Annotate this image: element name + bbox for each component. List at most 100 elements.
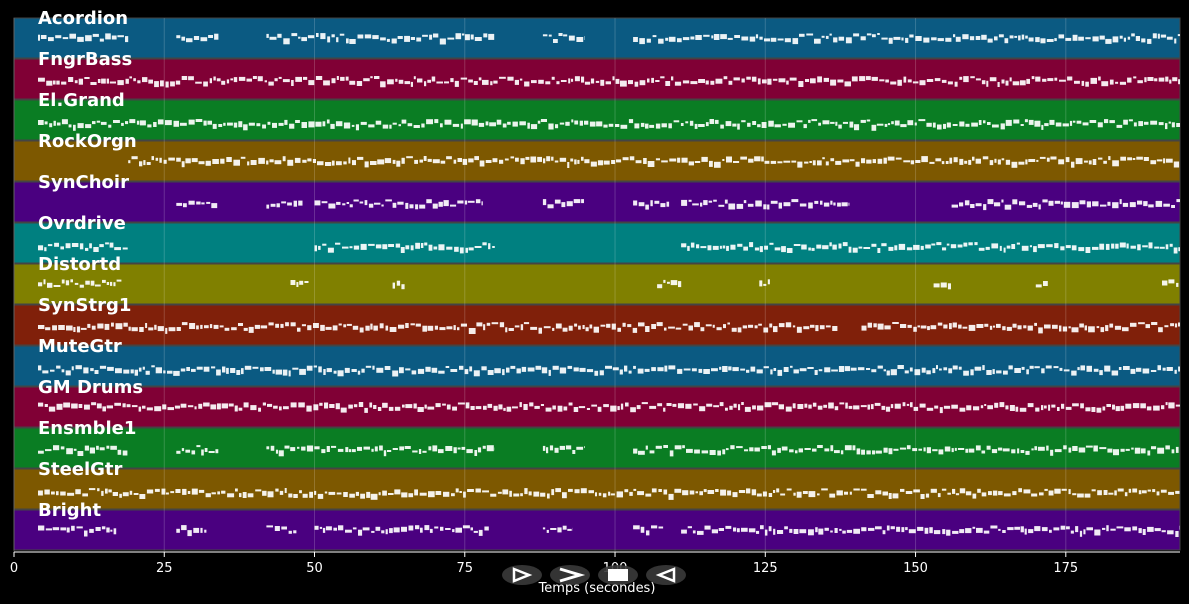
note-mark [240,156,246,159]
x-tick-label: 25 [156,561,173,576]
rewind-button[interactable] [646,565,686,585]
note-mark [1129,202,1136,208]
note-mark [105,33,111,40]
note-mark [525,156,530,160]
note-mark [282,156,286,162]
note-mark [530,156,537,163]
note-mark [559,122,565,125]
note-mark [919,403,926,408]
note-mark [432,159,440,164]
note-mark [741,78,745,83]
note-mark [402,404,405,408]
note-mark [957,448,965,450]
note-mark [814,370,818,375]
note-mark [660,203,666,208]
note-mark [733,161,740,163]
fast-forward-button[interactable] [550,565,590,585]
note-mark [730,445,735,450]
note-mark [689,120,694,126]
note-mark [559,367,567,374]
note-mark [69,33,76,39]
note-mark [817,493,820,496]
note-mark [853,33,860,37]
note-mark [453,325,456,331]
note-mark [452,529,455,533]
note-mark [1162,367,1166,371]
note-mark [79,284,84,288]
note-mark [657,403,663,407]
note-mark [123,369,130,374]
note-mark [267,491,274,498]
note-mark [853,488,860,491]
note-mark [345,447,349,453]
note-mark [585,327,589,332]
note-mark [191,368,196,372]
note-mark [1138,490,1142,495]
note-mark [453,447,457,454]
note-mark [699,406,706,412]
note-mark [1044,488,1048,491]
note-mark [1105,243,1110,250]
note-mark [303,76,308,80]
note-mark [370,323,373,330]
note-mark [1023,489,1031,494]
note-mark [546,447,549,454]
note-mark [655,445,662,449]
note-mark [821,488,828,491]
note-mark [78,78,83,85]
note-mark [459,365,464,370]
note-mark [96,120,101,123]
note-mark [1066,526,1070,530]
note-mark [71,243,79,247]
note-mark [608,491,611,496]
note-mark [1039,156,1046,159]
note-mark [1099,447,1107,450]
note-mark [543,158,546,164]
note-mark [196,201,201,205]
note-mark [1062,326,1068,332]
note-mark [999,402,1005,408]
note-mark [90,82,97,85]
note-mark [77,36,84,42]
note-mark [703,489,707,493]
play-button[interactable] [502,565,542,585]
note-mark [1109,120,1115,124]
note-mark [896,526,901,532]
x-tick-label: 0 [10,561,18,576]
note-mark [738,490,746,493]
note-mark [993,325,996,328]
note-mark [157,119,164,125]
note-mark [188,200,195,205]
note-mark [1049,529,1052,533]
note-mark [1175,446,1179,453]
note-mark [866,76,871,81]
note-mark [1053,366,1059,369]
note-mark [504,158,509,161]
note-mark [888,246,894,251]
note-mark [412,450,418,453]
note-mark [852,247,858,253]
note-mark [506,367,510,373]
note-mark [142,405,146,409]
note-mark [296,282,299,287]
note-mark [900,324,907,328]
note-mark [1031,448,1034,451]
note-mark [496,119,502,125]
note-mark [89,528,94,533]
note-mark [759,36,763,40]
note-mark [465,402,470,409]
note-mark [1086,201,1091,208]
note-mark [780,493,786,496]
note-mark [1158,77,1165,82]
note-mark [605,365,612,369]
note-mark [1065,406,1072,410]
note-mark [106,445,110,449]
stop-button[interactable] [598,565,638,585]
note-mark [731,327,737,332]
note-mark [520,324,524,331]
note-mark [404,81,411,85]
note-mark [203,366,210,372]
note-mark [938,449,944,455]
note-mark [452,406,457,411]
